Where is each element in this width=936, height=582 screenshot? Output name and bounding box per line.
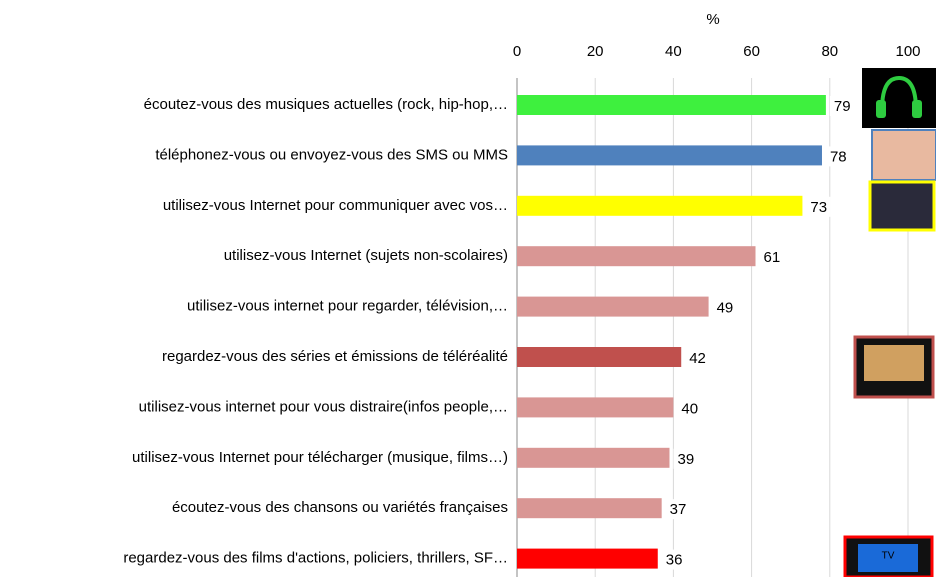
icons: TV	[845, 68, 936, 577]
tv-text: TV	[882, 551, 895, 562]
x-tick-label: 40	[665, 43, 682, 60]
y-tick-label: utilisez-vous Internet pour communiquer …	[163, 197, 508, 214]
photo-icon	[870, 182, 934, 230]
axis-label: %	[706, 11, 719, 28]
x-tick-label: 20	[587, 43, 604, 60]
y-tick-label: utilisez-vous Internet pour télécharger …	[132, 449, 508, 466]
y-tick-label: utilisez-vous internet pour vous distrai…	[139, 398, 508, 415]
bar	[517, 95, 826, 115]
bar	[517, 297, 709, 317]
bar	[517, 549, 658, 569]
y-tick-label: téléphonez-vous ou envoyez-vous des SMS …	[155, 146, 508, 163]
headphones-ear	[876, 100, 886, 118]
value-label: 36	[666, 552, 683, 569]
value-label: 49	[717, 300, 734, 317]
bar	[517, 498, 662, 518]
value-label: 40	[681, 400, 698, 417]
y-tick-label: utilisez-vous internet pour regarder, té…	[187, 298, 508, 315]
y-tick-label: regardez-vous des films d'actions, polic…	[123, 550, 508, 567]
headphones-ear	[912, 100, 922, 118]
y-tick-label: écoutez-vous des chansons ou variétés fr…	[172, 499, 508, 516]
value-label: 79	[834, 98, 851, 115]
tv-screen	[864, 345, 924, 381]
bar	[517, 196, 802, 216]
chart: % 0 20 40 60 80 100 écoutez-vous des musiques …	[0, 0, 936, 577]
value-label: 61	[764, 249, 781, 266]
x-tick-label: 60	[743, 43, 760, 60]
x-tick-label: 100	[895, 43, 920, 60]
x-tick-label: 0	[513, 43, 521, 60]
y-tick-label: utilisez-vous Internet (sujets non-scola…	[224, 247, 508, 264]
photo-icon	[872, 130, 936, 180]
value-label: 39	[677, 451, 694, 468]
value-label: 37	[670, 501, 687, 518]
value-label: 78	[830, 148, 847, 165]
bar	[517, 246, 756, 266]
bar	[517, 347, 681, 367]
bar	[517, 397, 673, 417]
value-label: 42	[689, 350, 706, 367]
y-tick-label: regardez-vous des séries et émissions de…	[162, 348, 508, 365]
bar	[517, 448, 669, 468]
y-tick-label: écoutez-vous des musiques actuelles (roc…	[144, 96, 508, 113]
value-label: 73	[810, 199, 827, 216]
bar	[517, 145, 822, 165]
x-tick-label: 80	[821, 43, 838, 60]
